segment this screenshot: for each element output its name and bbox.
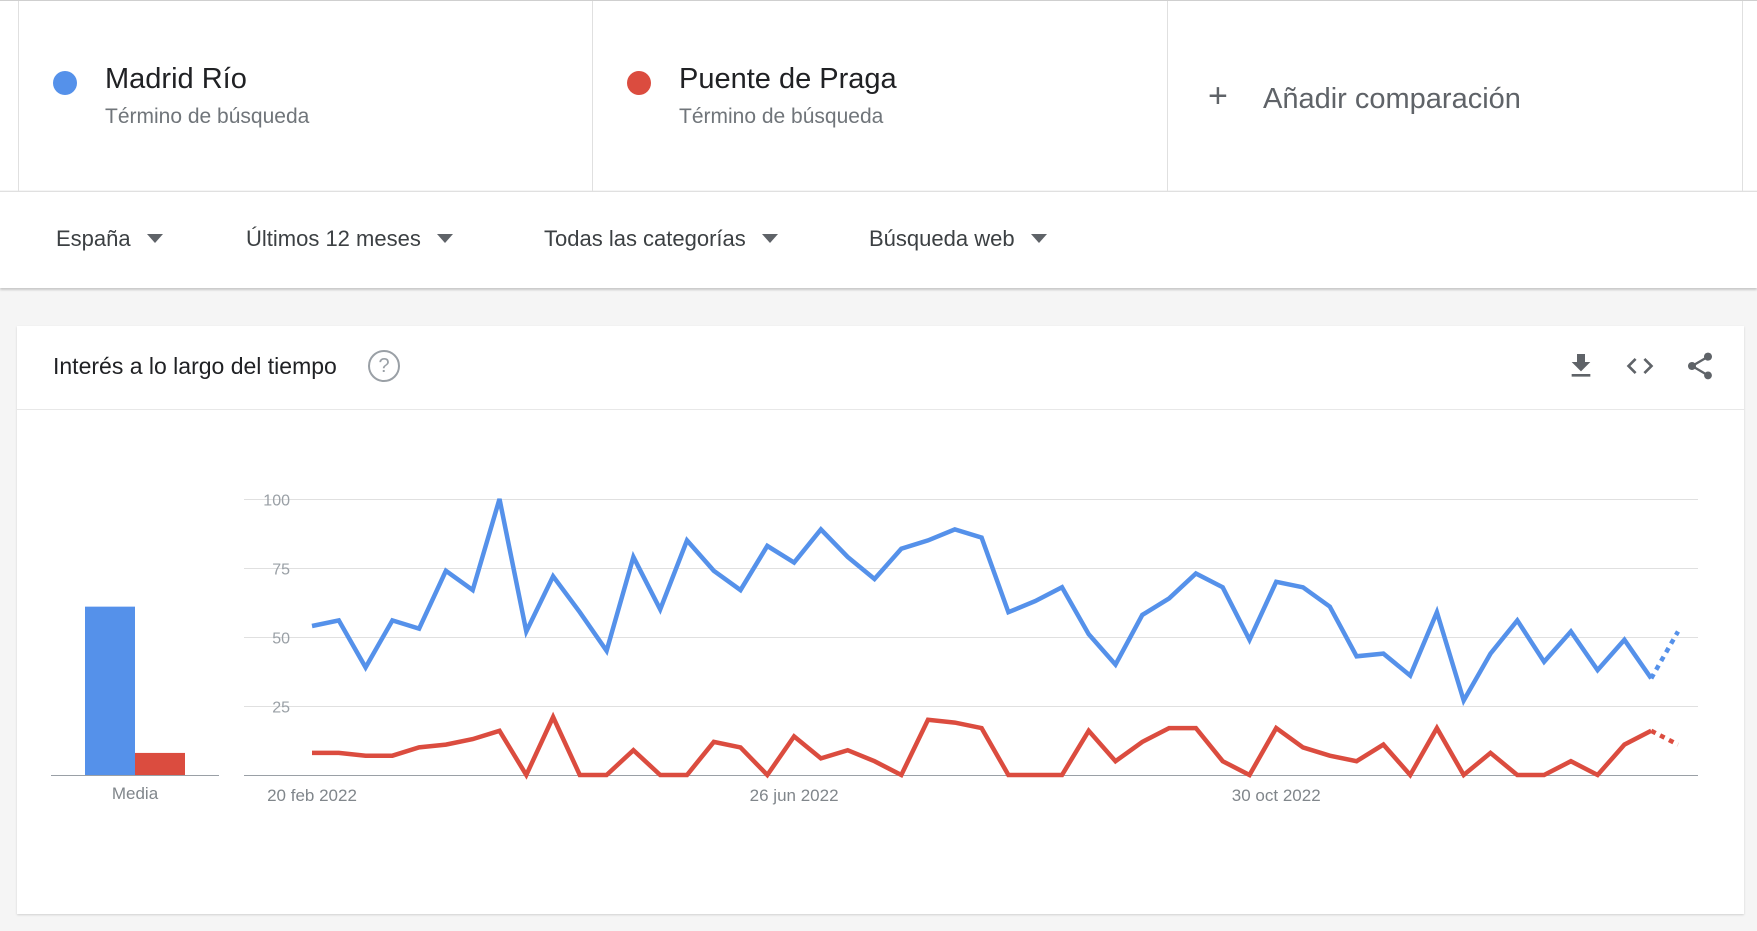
help-icon[interactable]: ? [368,350,400,382]
series-line-2 [312,711,1653,780]
card-header: Interés a lo largo del tiempo ? [17,326,1744,410]
series-color-dot [53,71,77,95]
y-tick-label: 75 [272,562,290,579]
filter-bar: España Últimos 12 meses Todas las catego… [0,191,1757,288]
share-icon[interactable] [1684,350,1716,382]
average-label: Media [112,784,159,803]
search-term-madrid-rio[interactable]: Madrid Río Término de búsqueda [18,1,593,191]
search-type-filter-dropdown[interactable]: Búsqueda web [869,226,1047,252]
x-tick-label: 20 feb 2022 [267,786,357,805]
series-partial-segment-1 [1649,630,1680,680]
term-type: Término de búsqueda [105,105,310,128]
term-name: Madrid Río [105,63,247,95]
y-tick-label: 100 [263,493,290,510]
series-line-1 [311,498,1654,707]
average-bar-2 [135,752,185,775]
plus-icon: + [1208,77,1228,115]
embed-icon[interactable] [1624,350,1656,382]
interest-chart: Media 25 50 75 100 20 feb 2022 26 jun 2022 30 o… [51,493,1698,805]
x-tick-label: 30 oct 2022 [1232,786,1321,805]
average-bar-1 [85,606,135,775]
term-type: Término de búsqueda [679,105,884,128]
interest-over-time-card: Interés a lo largo del tiempo ? Media 25 5… [17,326,1744,914]
region-filter-dropdown[interactable]: España [56,226,163,252]
caret-down-icon [146,233,163,243]
search-term-puente-de-praga[interactable]: Puente de Praga Término de búsqueda [593,1,1168,191]
period-filter-label: Últimos 12 meses [246,226,421,251]
download-icon[interactable] [1565,350,1597,382]
region-filter-label: España [56,226,131,251]
category-filter-dropdown[interactable]: Todas las categorías [544,226,778,252]
category-filter-label: Todas las categorías [544,226,746,251]
caret-down-icon [761,233,778,243]
comparison-bar: Madrid Río Término de búsqueda Puente de… [0,0,1757,191]
card-title: Interés a lo largo del tiempo [53,353,337,379]
add-comparison-label: Añadir comparación [1263,83,1521,115]
add-comparison-button[interactable]: + Añadir comparación [1168,1,1743,191]
caret-down-icon [436,233,453,243]
caret-down-icon [1030,233,1047,243]
series-partial-segment-2 [1650,728,1680,747]
search-type-filter-label: Búsqueda web [869,226,1015,251]
term-name: Puente de Praga [679,63,897,95]
x-tick-label: 26 jun 2022 [750,786,839,805]
period-filter-dropdown[interactable]: Últimos 12 meses [246,226,453,252]
series-color-dot [627,71,651,95]
y-tick-label: 50 [272,631,290,648]
y-tick-label: 25 [272,700,290,717]
